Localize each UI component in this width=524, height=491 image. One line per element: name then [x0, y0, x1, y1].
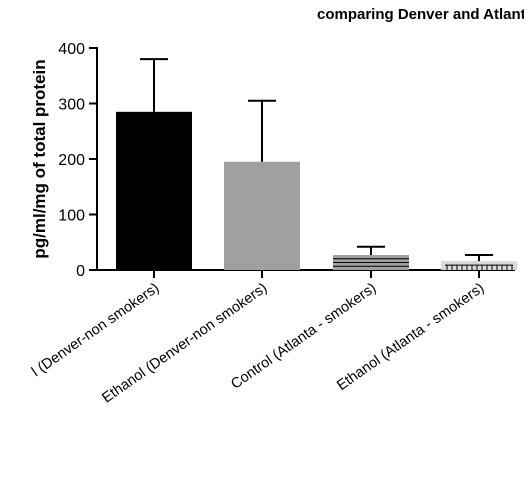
chart-title: comparing Denver and Atlanta cent	[317, 6, 524, 23]
y-tick-label: 100	[58, 208, 85, 225]
y-axis-label: pg/ml/mg of total protein	[30, 59, 49, 258]
y-tick-label: 0	[76, 263, 85, 280]
y-tick-label: 400	[58, 41, 85, 58]
bar	[224, 161, 300, 270]
error-bars	[140, 58, 493, 262]
y-tick-label: 300	[58, 97, 85, 114]
bar	[116, 111, 192, 270]
y-tick-label: 200	[58, 152, 85, 169]
bars	[116, 111, 517, 270]
x-axis-ticks: l (Denver-non smokers)Ethanol (Denver-no…	[29, 270, 487, 407]
y-axis-ticks: 0 100 200 300 400	[58, 41, 97, 280]
